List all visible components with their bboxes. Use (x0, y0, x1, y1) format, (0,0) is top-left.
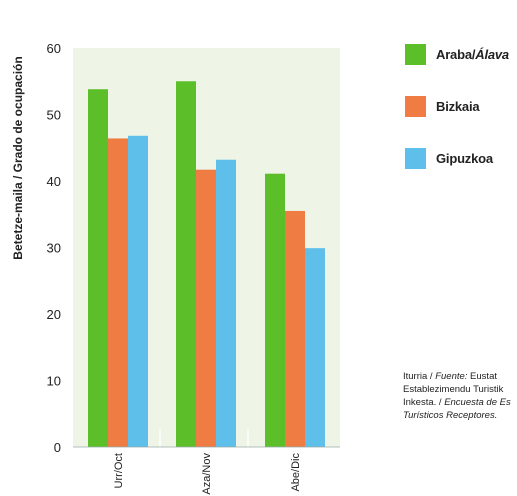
legend-swatch-gipuzkoa (405, 147, 426, 169)
y-tick-label: 50 (47, 108, 61, 123)
legend-label-araba: Araba/Álava (436, 46, 509, 62)
y-tick-label: 30 (47, 241, 61, 256)
x-tick-label: Abe/Dic (290, 453, 302, 492)
bar-gipuzkoa-2 (305, 248, 325, 447)
category-separators (159, 429, 249, 447)
bar-gipuzkoa-0 (128, 135, 148, 447)
bar-araba-1 (176, 81, 196, 447)
y-tick-label: 0 (54, 440, 61, 455)
source-line-1: Iturria / Fuente: Eustat (403, 371, 497, 382)
source-line-4: Turísticos Receptores. (403, 410, 498, 421)
y-tick-label: 60 (47, 41, 61, 56)
bar-gipuzkoa-1 (216, 159, 236, 447)
y-tick-label: 10 (47, 374, 61, 389)
legend: Araba/Álava Bizkaia Gipuzkoa (405, 43, 509, 200)
y-tick-label: 20 (47, 307, 61, 322)
bar-bizkaia-1 (196, 169, 216, 447)
y-axis-label: Betetze-maila / Grado de ocupación (11, 56, 25, 259)
bar-bizkaia-0 (108, 138, 128, 447)
source-line-3: Inkesta. / Encuesta de Es (403, 397, 511, 408)
legend-item-gipuzkoa: Gipuzkoa (405, 147, 509, 169)
bar-araba-0 (88, 89, 108, 447)
x-tick-label: Aza/Nov (201, 453, 213, 495)
legend-item-bizkaia: Bizkaia (405, 95, 509, 117)
x-tick-labels: Urr/Oct Aza/Nov Abe/Dic (113, 453, 302, 495)
bar-bizkaia-2 (285, 210, 305, 447)
bars-group (88, 81, 325, 447)
bar-araba-2 (265, 173, 285, 447)
source-note: Iturria / Fuente: Eustat Establezimendu … (403, 370, 517, 422)
legend-label-gipuzkoa: Gipuzkoa (436, 150, 493, 166)
legend-item-araba: Araba/Álava (405, 43, 509, 65)
legend-swatch-bizkaia (405, 95, 426, 117)
y-tick-labels: 0 10 20 30 40 50 60 (47, 41, 61, 455)
x-tick-label: Urr/Oct (113, 453, 125, 488)
y-tick-label: 40 (47, 174, 61, 189)
source-line-2: Establezimendu Turistik (403, 384, 504, 395)
legend-swatch-araba (405, 43, 426, 65)
legend-label-bizkaia: Bizkaia (436, 98, 480, 114)
